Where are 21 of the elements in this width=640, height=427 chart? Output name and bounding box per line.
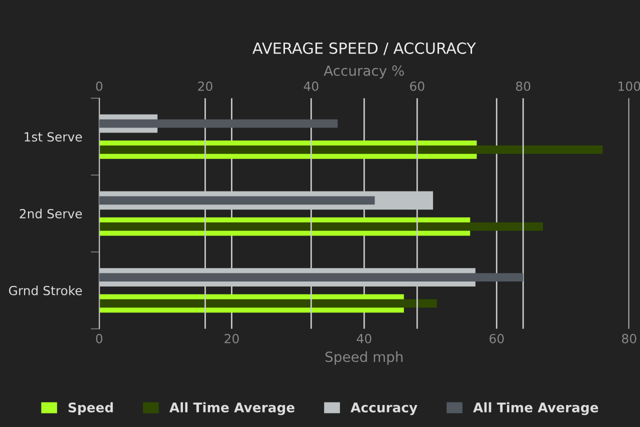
legend-label: All Time Average [169,402,294,416]
x-tick-label: 80 [622,334,636,344]
x-axis-title: Speed mph [326,351,403,365]
x-tick-label: 40 [356,334,372,344]
x-tick-label: 0 [96,334,102,344]
legend-label: Speed [68,402,113,416]
x2-tick-label: 20 [198,81,212,91]
x-tick-label: 60 [490,334,504,344]
y-tick-label: Grnd Stroke [8,286,82,296]
x2-tick-label: 40 [304,81,318,91]
legend-label: All Time Average [473,402,598,416]
x2-tick-label: 0 [96,81,102,91]
x2-tick-label: 60 [410,81,424,91]
legend-label: Accuracy [350,402,418,416]
x2-axis-title: Accuracy % [324,65,404,79]
x2-tick-label: 80 [516,81,530,91]
y-tick-label: 2nd Serve [20,208,82,218]
x2-tick-label: 100 [618,81,640,91]
x-tick-label: 20 [224,334,239,344]
chart-title: AVERAGE SPEED / ACCURACY [252,42,476,56]
y-tick-label: 1st Serve [24,132,82,142]
